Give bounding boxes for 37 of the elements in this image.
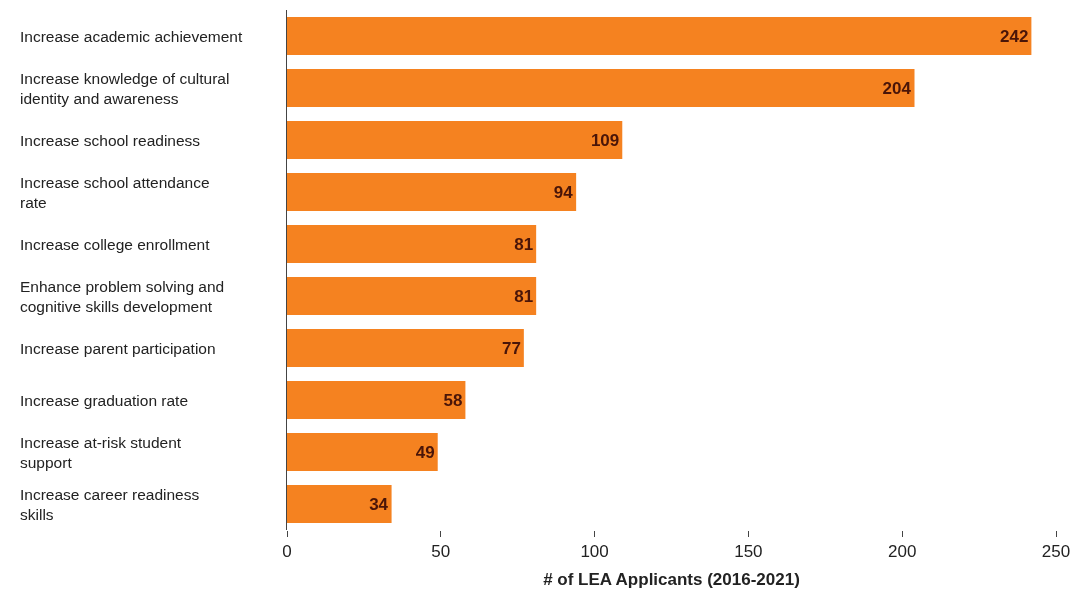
bar [287, 69, 915, 107]
data-label: 204 [882, 78, 912, 98]
y-tick-label: Enhance problem solving and cognitive skills development [20, 278, 225, 316]
bar [287, 485, 392, 523]
data-label: 58 [443, 390, 463, 410]
data-label: 109 [590, 130, 620, 150]
bar [287, 225, 537, 263]
x-tick-label: 150 [734, 542, 763, 562]
x-tick-label: 200 [888, 542, 917, 562]
bar [287, 329, 524, 367]
data-label: 49 [415, 442, 435, 462]
data-label: 77 [501, 338, 521, 358]
x-axis-title: # of LEA Applicants (2016-2021) [543, 569, 800, 589]
bar [287, 433, 438, 471]
bar [287, 17, 1032, 55]
y-tick-label: Increase school attendance rate [20, 174, 210, 212]
x-tick-label: 50 [431, 542, 451, 562]
data-label: 94 [553, 182, 574, 202]
y-tick-label: Increase knowledge of cultural identity and awareness [20, 70, 230, 108]
y-tick-label: Increase school readiness [20, 132, 201, 149]
data-label: 242 [1000, 26, 1029, 46]
y-tick-label: Increase college enrollment [20, 236, 211, 253]
data-label: 81 [514, 286, 534, 306]
x-tick-label: 100 [580, 542, 609, 562]
data-label: 34 [369, 494, 389, 514]
bar [287, 121, 623, 159]
y-tick-label: Increase at-risk student support [20, 434, 182, 472]
bar [287, 381, 466, 419]
bar [287, 173, 577, 211]
y-tick-label: Increase academic achievement [20, 28, 243, 45]
x-tick-label: 0 [282, 542, 292, 562]
y-tick-label: Increase career readiness skills [20, 486, 200, 524]
x-tick-label: 250 [1041, 542, 1071, 562]
bar [287, 277, 537, 315]
y-tick-label: Increase parent participation [20, 340, 216, 357]
data-label: 81 [514, 234, 534, 254]
y-tick-label: Increase graduation rate [20, 392, 189, 409]
